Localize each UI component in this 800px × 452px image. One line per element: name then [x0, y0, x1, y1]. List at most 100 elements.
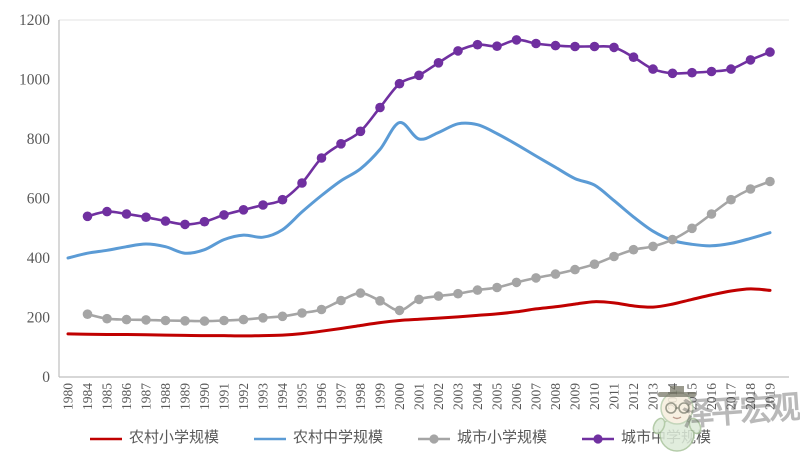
data-point-urban-secondary — [102, 206, 112, 217]
x-tick-label: 2011 — [607, 383, 622, 410]
x-tick-label: 1985 — [100, 383, 115, 410]
x-tick-label: 1996 — [314, 383, 329, 410]
x-tick-label: 2010 — [587, 383, 602, 410]
data-point-urban-secondary — [316, 153, 327, 163]
data-point-urban-primary — [472, 285, 483, 295]
x-tick-label: 2003 — [451, 383, 466, 410]
data-point-urban-secondary — [550, 40, 561, 51]
x-tick-label: 1986 — [119, 383, 134, 410]
data-point-urban-secondary — [238, 205, 249, 215]
data-point-urban-secondary — [531, 38, 541, 49]
data-point-urban-primary — [219, 315, 229, 326]
x-tick-label: 2004 — [470, 383, 485, 410]
data-point-urban-secondary — [628, 52, 639, 62]
data-point-urban-primary — [121, 314, 132, 325]
data-point-urban-secondary — [433, 58, 444, 68]
x-tick-label: 1989 — [178, 383, 193, 410]
data-point-urban-primary — [141, 315, 151, 325]
x-tick-label: 2000 — [392, 383, 407, 410]
x-tick-label: 2006 — [509, 383, 524, 410]
data-point-urban-primary — [511, 277, 522, 288]
x-tick-label: 2014 — [665, 383, 680, 410]
x-tick-label: 2007 — [529, 383, 544, 410]
x-tick-label: 1999 — [373, 383, 388, 410]
data-point-urban-primary — [492, 282, 502, 293]
data-point-urban-secondary — [82, 211, 93, 222]
data-point-urban-secondary — [472, 39, 483, 50]
data-point-urban-secondary — [589, 41, 600, 52]
x-tick-label: 2017 — [724, 383, 739, 410]
y-tick-label: 1200 — [19, 12, 50, 29]
x-tick-label: 1992 — [236, 383, 251, 410]
data-point-urban-secondary — [453, 46, 463, 56]
x-tick-label: 2015 — [685, 383, 700, 410]
x-tick-label: 1987 — [139, 383, 154, 410]
data-point-urban-secondary — [297, 178, 307, 188]
data-point-urban-primary — [453, 288, 463, 299]
data-point-urban-primary — [199, 316, 210, 326]
data-point-urban-primary — [687, 223, 697, 234]
data-point-urban-secondary — [336, 139, 346, 149]
x-tick-label: 1980 — [61, 383, 76, 410]
y-tick-label: 400 — [27, 250, 51, 267]
data-point-urban-secondary — [745, 55, 756, 65]
data-point-urban-primary — [277, 311, 288, 322]
data-point-urban-primary — [336, 295, 346, 306]
data-point-urban-secondary — [199, 216, 210, 227]
x-tick-label: 1984 — [80, 383, 95, 410]
data-point-urban-secondary — [219, 210, 229, 220]
data-point-urban-primary — [550, 269, 561, 279]
data-point-urban-secondary — [277, 194, 288, 205]
data-point-urban-secondary — [648, 64, 658, 74]
data-point-urban-primary — [102, 313, 112, 324]
x-tick-label: 1998 — [353, 383, 368, 410]
y-tick-label: 1000 — [19, 72, 50, 89]
x-tick-label: 2018 — [743, 383, 758, 410]
data-point-urban-secondary — [141, 212, 151, 222]
x-tick-label: 2012 — [626, 383, 641, 410]
data-point-urban-primary — [160, 315, 171, 326]
data-point-urban-secondary — [160, 216, 171, 226]
data-point-urban-primary — [238, 314, 249, 325]
x-tick-label: 2005 — [490, 383, 505, 410]
x-tick-label: 1995 — [295, 383, 310, 410]
data-point-urban-primary — [589, 259, 600, 270]
data-point-urban-secondary — [511, 35, 522, 45]
data-point-urban-secondary — [121, 209, 132, 219]
series-line-urban-primary — [86, 180, 772, 323]
data-point-urban-primary — [258, 313, 268, 323]
data-point-urban-secondary — [414, 70, 424, 81]
data-point-urban-secondary — [706, 66, 717, 77]
data-point-urban-primary — [316, 304, 327, 315]
data-point-urban-primary — [570, 264, 580, 275]
data-point-urban-secondary — [375, 102, 385, 113]
data-point-urban-secondary — [180, 219, 190, 230]
y-tick-label: 800 — [27, 131, 51, 148]
series-markers-urban-primary — [82, 176, 775, 326]
series-markers-urban-secondary — [82, 35, 775, 230]
data-point-urban-primary — [706, 209, 717, 219]
data-point-urban-primary — [648, 241, 658, 252]
data-point-urban-secondary — [355, 126, 366, 137]
data-point-urban-secondary — [667, 68, 678, 79]
data-point-urban-primary — [726, 194, 736, 205]
x-tick-label: 2019 — [763, 383, 778, 410]
data-point-urban-secondary — [570, 41, 580, 52]
data-point-urban-primary — [745, 184, 756, 194]
x-tick-label: 2001 — [412, 383, 427, 410]
y-tick-label: 600 — [27, 191, 51, 208]
x-tick-label: 1993 — [256, 383, 271, 410]
data-point-urban-primary — [765, 176, 775, 187]
data-point-urban-primary — [394, 305, 405, 316]
x-tick-label: 1997 — [334, 383, 349, 410]
data-point-urban-primary — [180, 316, 190, 326]
data-point-urban-primary — [375, 296, 385, 306]
series-line-rural-secondary — [66, 121, 772, 260]
series-line-rural-primary — [66, 287, 772, 338]
y-tick-label: 0 — [42, 369, 50, 386]
data-point-urban-primary — [414, 294, 424, 305]
x-tick-label: 1994 — [275, 383, 290, 410]
data-point-urban-primary — [609, 251, 619, 262]
